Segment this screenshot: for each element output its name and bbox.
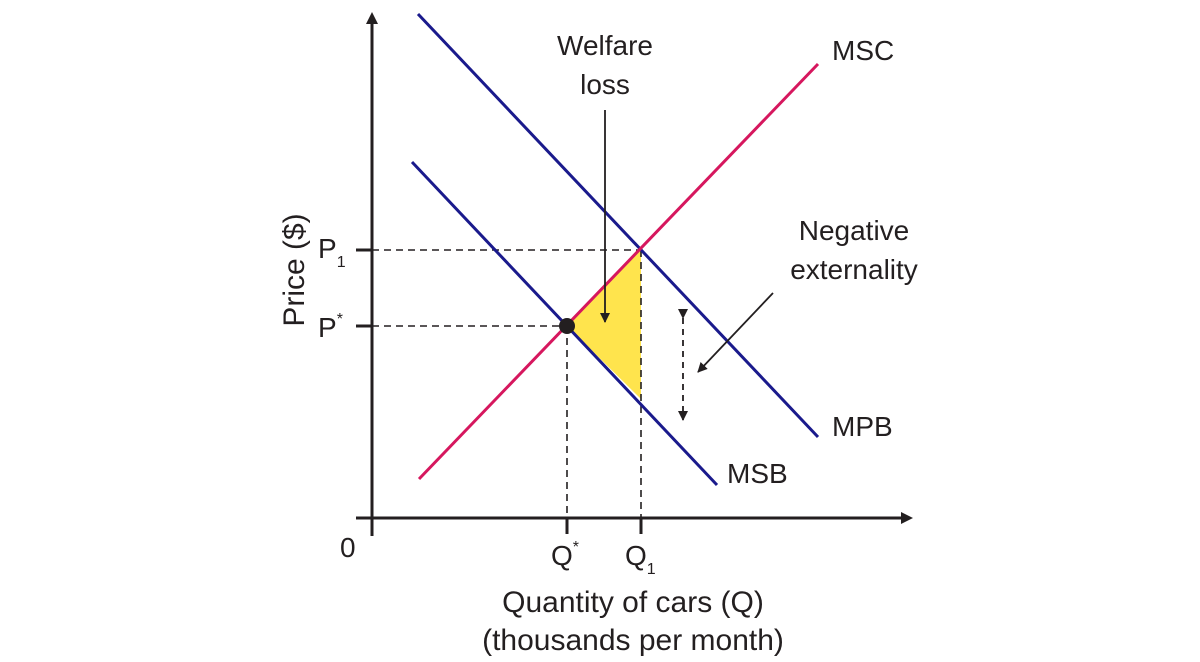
mpb-label: MPB: [832, 411, 893, 442]
externality-pointer-arrow: [697, 292, 774, 373]
x-axis-label-line2: (thousands per month): [482, 624, 784, 657]
msc-label: MSC: [832, 35, 894, 66]
q1-label-main: Q: [625, 540, 647, 571]
pstar-label-sup: *: [337, 311, 343, 328]
qstar-label-main: Q: [551, 540, 573, 571]
msb-label: MSB: [727, 458, 788, 489]
welfare-loss-label-line1: Welfare: [557, 30, 653, 61]
social-optimum-point: [559, 318, 575, 334]
q1-label: Q1: [625, 540, 656, 578]
welfare-loss-area: [567, 250, 641, 399]
msc-curve: [417, 62, 820, 481]
origin-label: 0: [340, 532, 356, 563]
p1-label-sub: 1: [337, 254, 346, 271]
q1-label-sub: 1: [647, 561, 656, 578]
pstar-label-main: P: [318, 312, 337, 343]
mpb-curve: [416, 12, 820, 439]
externality-label-line2: externality: [790, 254, 918, 285]
x-axis-label-line1: Quantity of cars (Q): [502, 586, 764, 619]
guide-lines: [372, 249, 642, 518]
qstar-label: Q*: [551, 539, 579, 571]
p1-label: P1: [318, 233, 346, 271]
y-axis-label: Price ($): [278, 213, 311, 326]
externality-label-line1: Negative: [799, 215, 910, 246]
p1-label-main: P: [318, 233, 337, 264]
qstar-label-sup: *: [573, 539, 579, 556]
pstar-label: P*: [318, 311, 343, 343]
welfare-loss-label-line2: loss: [580, 69, 630, 100]
